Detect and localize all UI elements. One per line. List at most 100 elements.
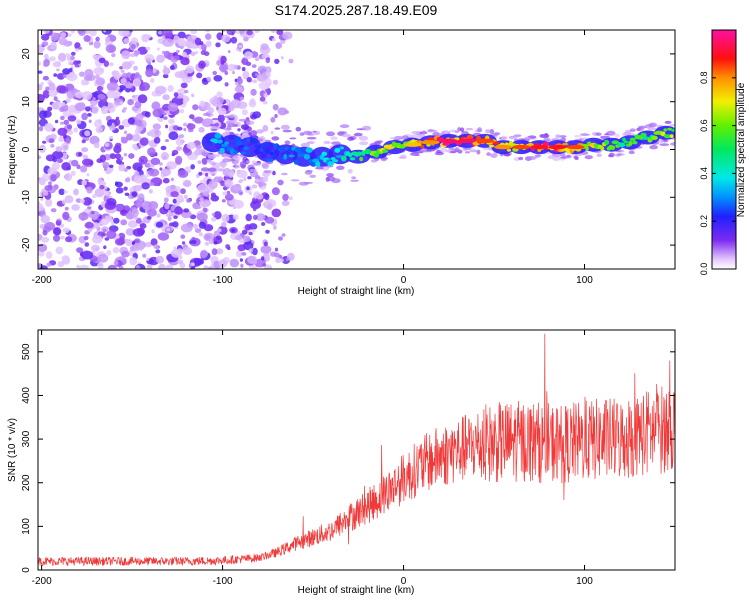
ridge-haze: [211, 118, 220, 121]
noise-speckle: [173, 55, 180, 61]
ridge-peak: [530, 144, 549, 150]
noise-speckle: [147, 208, 157, 217]
noise-speckle: [81, 250, 94, 260]
noise-speckle: [38, 93, 45, 103]
noise-speckle: [60, 32, 67, 38]
noise-speckle: [118, 125, 125, 130]
ridge-haze: [670, 142, 675, 146]
noise-speckle: [176, 146, 183, 151]
noise-speckle: [51, 101, 63, 110]
noise-speckle: [157, 30, 163, 35]
ridge-haze: [449, 151, 456, 154]
ridge-haze: [485, 129, 491, 134]
noise-speckle: [58, 188, 65, 196]
ridge-cell: [251, 138, 259, 144]
ridge-haze: [629, 128, 636, 132]
noise-speckle: [246, 186, 250, 191]
ridge-cell: [669, 134, 674, 139]
noise-speckle: [250, 88, 257, 96]
ridge-haze: [559, 138, 565, 141]
ridge-cell: [629, 137, 636, 142]
noise-speckle: [114, 153, 122, 160]
ridge-haze: [427, 129, 437, 132]
noise-speckle: [108, 164, 114, 168]
noise-speckle: [111, 53, 116, 58]
noise-speckle: [40, 81, 44, 86]
noise-speckle: [86, 186, 93, 194]
noise-speckle: [197, 183, 209, 193]
ridge-cell: [600, 146, 605, 151]
ridge-haze: [628, 150, 635, 155]
noise-speckle: [129, 257, 138, 266]
noise-speckle: [99, 154, 107, 163]
ridge-cell: [315, 161, 321, 168]
noise-speckle: [60, 142, 69, 152]
noise-speckle: [169, 65, 175, 71]
ridge-cell: [213, 139, 219, 144]
ridge-haze: [289, 137, 297, 140]
ridge-haze: [214, 122, 219, 127]
noise-speckle: [190, 266, 196, 269]
noise-speckle: [273, 252, 280, 258]
noise-speckle: [180, 209, 192, 219]
ridge-cell: [611, 140, 619, 145]
noise-speckle: [205, 40, 212, 48]
ridge-haze: [477, 127, 482, 133]
noise-speckle: [193, 116, 204, 124]
ridge-haze: [241, 130, 249, 135]
noise-speckle: [86, 173, 90, 177]
noise-speckle: [208, 180, 218, 190]
noise-speckle: [141, 182, 150, 190]
noise-speckle: [135, 119, 143, 127]
ridge-haze: [295, 126, 302, 132]
noise-speckle: [145, 68, 154, 78]
noise-speckle: [210, 192, 216, 198]
noise-speckle: [128, 153, 135, 159]
ridge-peak: [494, 144, 513, 150]
noise-speckle: [126, 165, 132, 170]
noise-speckle: [99, 185, 105, 190]
noise-speckle: [84, 130, 91, 137]
noise-speckle: [198, 201, 204, 205]
noise-speckle: [63, 119, 70, 125]
noise-speckle: [60, 235, 65, 240]
chart-title: S174.2025.287.18.49.E09: [275, 2, 438, 18]
ridge-haze: [339, 124, 350, 129]
noise-speckle: [63, 190, 68, 194]
ridge-haze: [573, 156, 578, 159]
noise-speckle: [201, 157, 208, 165]
noise-speckle: [281, 200, 290, 206]
ridge-haze: [241, 124, 249, 127]
noise-speckle: [112, 247, 120, 254]
noise-speckle: [196, 205, 202, 210]
snr-series-line: [38, 333, 675, 567]
noise-speckle: [149, 182, 155, 186]
noise-speckle: [91, 244, 100, 252]
noise-speckle: [70, 30, 75, 34]
noise-speckle: [151, 101, 161, 111]
noise-speckle: [167, 216, 172, 221]
ridge-haze: [306, 136, 317, 140]
noise-speckle: [45, 251, 53, 259]
noise-speckle: [204, 51, 210, 57]
noise-speckle: [42, 75, 50, 81]
ridge-haze: [443, 130, 449, 135]
noise-speckle: [282, 31, 293, 40]
noise-speckle: [79, 71, 85, 77]
ridge-peak: [403, 142, 422, 147]
noise-speckle: [43, 191, 49, 196]
colorbar-tick-label: 0.8: [699, 72, 709, 85]
ridge-haze: [543, 139, 552, 142]
spectrogram-x-axis: -200 -100 0 100: [32, 30, 593, 286]
noise-speckle: [162, 73, 169, 79]
noise-speckle: [92, 214, 98, 221]
ridge-haze: [281, 172, 288, 176]
ridge-haze: [604, 133, 609, 136]
noise-speckle: [137, 94, 148, 104]
ridge-cell: [241, 151, 247, 155]
noise-speckle: [120, 209, 128, 216]
noise-speckle: [45, 86, 50, 92]
ridge-haze: [509, 136, 519, 139]
noise-speckle: [281, 233, 286, 237]
ridge-haze: [222, 128, 233, 131]
